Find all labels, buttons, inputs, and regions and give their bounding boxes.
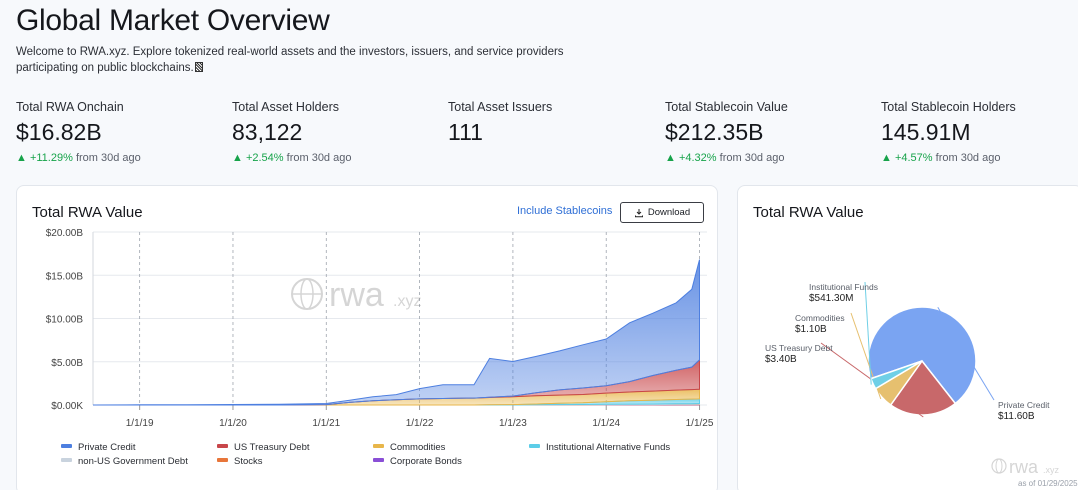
pie-label-value: $1.10B (795, 324, 827, 335)
as-of-date: as of 01/29/2025 (1018, 479, 1078, 488)
pie-label-name: Institutional Funds (809, 282, 878, 292)
legend-item[interactable]: Corporate Bonds (373, 456, 462, 467)
download-icon (634, 208, 643, 217)
y-tick-label: $0.00K (51, 401, 83, 412)
svg-text:.xyz: .xyz (393, 293, 421, 310)
rwa-value-pie-card: Total RWA Value Private Credit $11.60B US … (737, 185, 1078, 490)
pie-label-name: US Treasury Debt (765, 343, 833, 353)
include-stablecoins-toggle[interactable]: Include Stablecoins (517, 205, 613, 217)
pie-label-value: $11.60B (998, 411, 1035, 422)
y-tick-label: $15.00B (46, 271, 84, 282)
stat-asset-holders: Total Asset Holders 83,122 ▲ +2.54% from… (232, 100, 352, 164)
legend-swatch (217, 458, 228, 462)
page-subtitle: Welcome to RWA.xyz. Explore tokenized re… (16, 46, 564, 74)
x-tick-label: 1/1/24 (592, 418, 620, 429)
pie-label-value: $541.30M (809, 293, 853, 304)
pie-leader-line (864, 281, 872, 385)
y-tick-label: $5.00B (51, 358, 83, 369)
stat-total-rwa: Total RWA Onchain $16.82B ▲ +11.29% from… (16, 100, 141, 164)
download-button[interactable]: Download (620, 202, 704, 223)
legend-swatch (217, 444, 228, 448)
legend-swatch (373, 458, 384, 462)
area-chart: $0.00K $5.00B $10.00B $15.00B $20.00B 1/1/19 1… (46, 228, 714, 429)
y-tick-label: $20.00B (46, 228, 84, 239)
x-tick-label: 1/1/21 (312, 418, 340, 429)
legend-item[interactable]: Stocks (217, 456, 263, 467)
pie-label-value: $3.40B (765, 354, 797, 365)
legend-item[interactable]: Institutional Alternative Funds (529, 442, 670, 453)
svg-text:rwa: rwa (1009, 457, 1039, 476)
pie-leader-line (937, 307, 995, 401)
copy-icon[interactable] (194, 62, 203, 72)
series-area-private-credit (92, 259, 700, 406)
rwa-value-chart-card: Total RWA Value Include Stablecoins Down… (16, 185, 718, 490)
x-tick-label: 1/1/23 (499, 418, 527, 429)
watermark-text: rwa (329, 276, 384, 314)
x-tick-label: 1/1/19 (126, 418, 154, 429)
stat-stablecoin-value: Total Stablecoin Value $212.35B ▲ +4.32%… (665, 100, 788, 164)
svg-text:.xyz: .xyz (1043, 465, 1060, 475)
pie-label-name: Private Credit (998, 400, 1050, 410)
legend-item[interactable]: Commodities (373, 442, 445, 453)
legend-item[interactable]: Private Credit (61, 442, 136, 453)
pie-slice-us-treasury-debt (889, 359, 957, 416)
x-tick-label: 1/1/22 (406, 418, 434, 429)
pie-watermark: rwa .xyz (991, 457, 1060, 476)
pie-chart: Private Credit$11.60B US Treasury Debt$3.… (765, 281, 1060, 476)
chart-title: Total RWA Value (32, 204, 143, 221)
legend-item[interactable]: US Treasury Debt (217, 442, 310, 453)
rwa-watermark: rwa .xyz (291, 276, 421, 314)
pie-label-name: Commodities (795, 313, 845, 323)
pie-slice-private-credit (867, 306, 977, 405)
legend-swatch (61, 458, 72, 462)
legend-swatch (61, 444, 72, 448)
legend-swatch (373, 444, 384, 448)
stats-row: Total RWA Onchain $16.82B ▲ +11.29% from… (16, 100, 1076, 170)
x-tick-label: 1/1/20 (219, 418, 247, 429)
stat-stablecoin-holders: Total Stablecoin Holders 145.91M ▲ +4.57… (881, 100, 1016, 164)
legend-swatch (529, 444, 540, 448)
pie-title: Total RWA Value (753, 204, 864, 221)
stat-asset-issuers: Total Asset Issuers 111 (448, 100, 553, 145)
legend-item[interactable]: non-US Government Debt (61, 456, 188, 467)
x-tick-label: 1/1/25 (686, 418, 714, 429)
y-tick-label: $10.00B (46, 315, 84, 326)
page-title: Global Market Overview (16, 4, 330, 37)
